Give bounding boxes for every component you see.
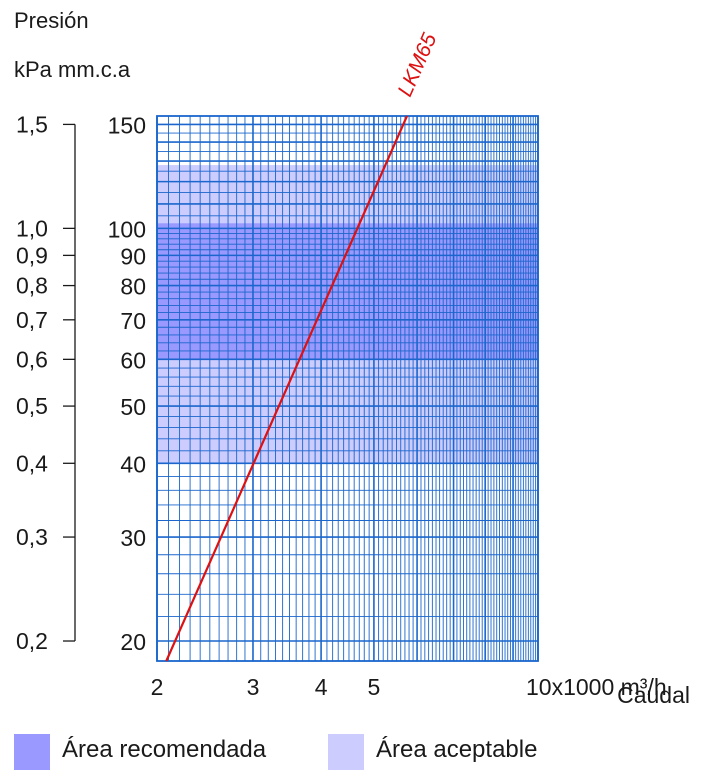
mmca-tick-label: 30 xyxy=(120,525,146,551)
legend-swatch-recommended xyxy=(14,734,50,770)
x-tick-label: 3 xyxy=(247,674,260,700)
pressure-units: kPa mm.c.a xyxy=(14,57,131,82)
legend-label-recommended: Área recomendada xyxy=(62,736,267,763)
mmca-tick-label: 90 xyxy=(120,243,146,269)
legend-swatch-acceptable xyxy=(328,734,364,770)
kpa-tick-label: 1,5 xyxy=(16,111,48,137)
x-tick-label: 4 xyxy=(315,674,328,700)
mmca-tick-label: 100 xyxy=(108,216,146,242)
x-tick-label: 2 xyxy=(151,674,164,700)
x-axis-quantity-label: Caudal xyxy=(617,682,690,708)
mmca-tick-label: 50 xyxy=(120,394,146,420)
axis-layer xyxy=(63,123,76,642)
kpa-tick-label: 0,5 xyxy=(16,393,48,419)
kpa-tick-label: 0,8 xyxy=(16,273,48,299)
kpa-tick-label: 0,7 xyxy=(16,307,48,333)
series-layer xyxy=(165,115,409,662)
region-recommended xyxy=(157,223,538,360)
mmca-tick-label: 40 xyxy=(120,451,146,477)
regions-layer xyxy=(157,165,538,464)
legend-label-acceptable: Área aceptable xyxy=(376,736,538,763)
mmca-tick-label: 70 xyxy=(120,308,146,334)
kpa-tick-label: 0,4 xyxy=(16,450,48,476)
mmca-tick-label: 150 xyxy=(108,112,146,138)
grid-layer xyxy=(156,115,539,662)
x-tick-label: 5 xyxy=(368,674,381,700)
x-axis-unit-label: 10x1000 m³/h xyxy=(526,674,667,700)
kpa-tick-label: 0,6 xyxy=(16,346,48,372)
kpa-tick-label: 1,0 xyxy=(16,215,48,241)
mmca-tick-label: 60 xyxy=(120,347,146,373)
kpa-tick-label: 0,9 xyxy=(16,242,48,268)
series-lkm65-label: LKM65 xyxy=(394,30,442,100)
plot-border xyxy=(156,115,539,662)
pressure-title: Presión xyxy=(14,8,89,33)
kpa-tick-label: 0,3 xyxy=(16,524,48,550)
mmca-tick-label: 80 xyxy=(120,274,146,300)
kpa-tick-label: 0,2 xyxy=(16,628,48,654)
series-lkm65-line xyxy=(165,115,409,662)
mmca-tick-label: 20 xyxy=(120,629,146,655)
